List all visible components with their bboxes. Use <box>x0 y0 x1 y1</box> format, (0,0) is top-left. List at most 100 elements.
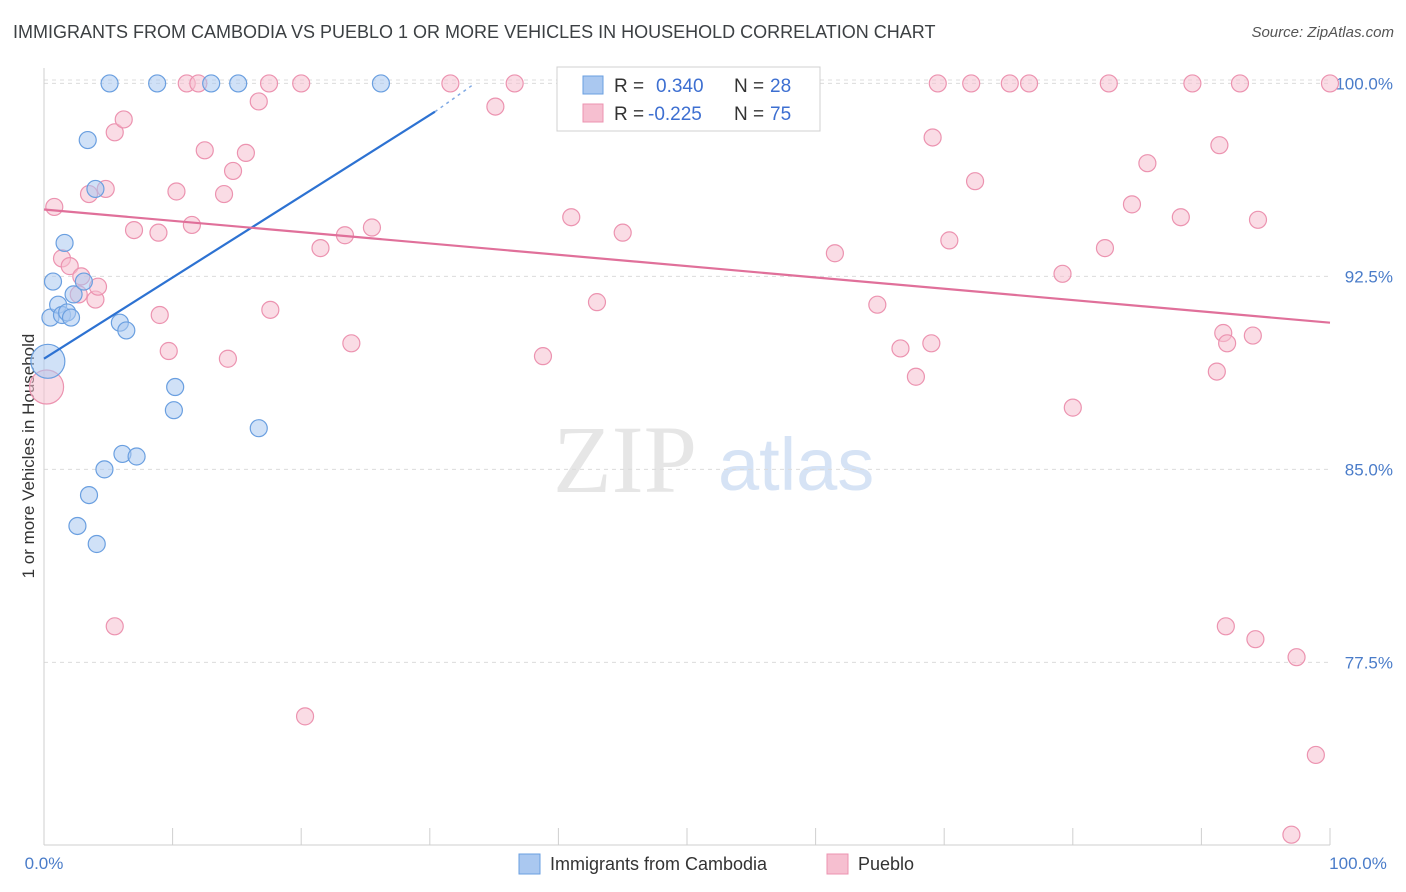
trend-lines <box>43 82 1331 360</box>
legend-r-label-2: R = <box>614 104 644 125</box>
cambodia-point-13 <box>68 516 87 536</box>
correlation-legend: R = 0.340 N = 28 R = -0.225 N = 75 <box>556 66 821 132</box>
cambodia-point-20 <box>117 321 136 340</box>
pueblo-point-76 <box>1246 630 1265 649</box>
pueblo-point-21 <box>195 141 214 160</box>
pueblo-point-3 <box>60 257 79 276</box>
pueblo-point-53 <box>962 74 981 93</box>
cambodia-point-27 <box>371 74 391 93</box>
pueblo-point-11 <box>105 123 124 142</box>
pueblo-point-46 <box>868 295 887 314</box>
legend-swatch-blue <box>582 75 604 95</box>
cambodia-points <box>30 74 391 554</box>
pueblo-point-25 <box>236 143 256 163</box>
y-tick-label-0: 100.0% <box>1335 74 1393 93</box>
pueblo-point-71 <box>1243 326 1262 345</box>
pueblo-point-38 <box>533 347 553 366</box>
legend-n-value-1: 28 <box>770 76 791 97</box>
pueblo-point-41 <box>613 223 632 242</box>
pueblo-point-35 <box>441 74 460 93</box>
cambodia-point-18 <box>127 447 146 466</box>
pueblo-point-22 <box>214 184 234 204</box>
cambodia-point-15 <box>95 460 114 479</box>
y-tick-label-2: 85.0% <box>1345 460 1393 479</box>
pueblo-point-54 <box>965 172 985 191</box>
pueblo-point-14 <box>149 223 168 242</box>
pueblo-point-37 <box>505 74 524 93</box>
cambodia-point-9 <box>74 272 93 291</box>
pueblo-point-73 <box>1287 648 1306 667</box>
cambodia-point-7 <box>61 308 81 327</box>
legend-n-label-2: N = <box>734 104 764 125</box>
series-legend: Immigrants from Cambodia Pueblo <box>518 853 914 875</box>
pueblo-point-58 <box>1063 398 1082 417</box>
legend-r-label-1: R = <box>614 76 644 97</box>
legend-n-label-1: N = <box>734 76 764 97</box>
cambodia-point-5 <box>55 233 74 253</box>
chart-title: IMMIGRANTS FROM CAMBODIA VS PUEBLO 1 OR … <box>13 22 936 42</box>
pueblo-point-63 <box>1171 208 1190 227</box>
cambodia-point-21 <box>148 74 167 93</box>
pueblo-point-69 <box>1230 74 1250 93</box>
cambodia-point-11 <box>86 179 105 199</box>
x-tick-label-end: 100.0% <box>1329 854 1387 873</box>
pueblo-point-27 <box>259 74 279 93</box>
cambodia-point-14 <box>87 534 106 554</box>
pueblo-point-30 <box>295 707 315 726</box>
pueblo-point-56 <box>1019 74 1039 93</box>
pueblo-point-59 <box>1095 238 1115 258</box>
x-tick-label-start: 0.0% <box>25 854 64 873</box>
pueblo-point-24 <box>223 161 243 181</box>
watermark-atlas: atlas <box>718 423 874 506</box>
pueblo-point-23 <box>218 349 237 368</box>
cambodia-point-8 <box>64 285 83 304</box>
pueblo-point-75 <box>1306 745 1325 765</box>
pueblo-point-62 <box>1138 154 1157 173</box>
pueblo-point-49 <box>923 128 942 147</box>
bottom-legend-swatch-pink <box>826 853 849 875</box>
pueblo-point-13 <box>124 220 144 240</box>
pueblo-point-36 <box>486 97 505 116</box>
bottom-legend-label-pueblo: Pueblo <box>858 854 914 874</box>
pueblo-point-47 <box>891 339 910 358</box>
source-label: Source: ZipAtlas.com <box>1251 24 1394 41</box>
pueblo-point-17 <box>167 182 186 201</box>
legend-swatch-pink <box>582 103 604 123</box>
pueblo-point-72 <box>1248 210 1268 229</box>
pueblo-point-55 <box>1000 74 1019 93</box>
pueblo-point-10 <box>105 617 124 636</box>
bottom-legend-swatch-blue <box>518 853 541 875</box>
pueblo-point-29 <box>292 74 311 93</box>
cambodia-point-22 <box>164 401 183 420</box>
pueblo-point-34 <box>362 218 382 237</box>
y-tick-label-1: 92.5% <box>1345 267 1393 286</box>
bottom-legend-label-cambodia: Immigrants from Cambodia <box>550 854 768 874</box>
pueblo-point-52 <box>940 231 959 250</box>
pueblo-points <box>28 74 1340 844</box>
cambodia-point-24 <box>202 74 221 93</box>
y-tick-labels: 100.0% 92.5% 85.0% 77.5% <box>1335 74 1393 672</box>
watermark-zip: ZIP <box>553 406 697 513</box>
pueblo-point-50 <box>928 74 947 93</box>
pueblo-point-39 <box>562 208 581 227</box>
pueblo-point-45 <box>825 244 844 263</box>
cambodia-point-10 <box>78 130 97 150</box>
cambodia-point-26 <box>249 419 268 438</box>
legend-r-value-1: 0.340 <box>656 76 704 97</box>
pueblo-point-40 <box>587 293 607 312</box>
pueblo-point-77 <box>1320 74 1340 93</box>
y-tick-label-3: 77.5% <box>1345 653 1393 672</box>
x-ticks <box>43 828 1331 845</box>
pueblo-point-28 <box>261 300 280 319</box>
pueblo-point-12 <box>114 110 133 129</box>
pueblo-point-57 <box>1053 264 1072 283</box>
pueblo-point-16 <box>159 341 178 361</box>
cambodia-point-2 <box>43 272 63 291</box>
cambodia-point-16 <box>100 74 119 93</box>
pueblo-point-15 <box>150 305 169 325</box>
pueblo-point-51 <box>922 334 941 353</box>
cambodia-point-0 <box>30 343 66 379</box>
pueblo-point-65 <box>1210 136 1229 155</box>
cambodia-trend-extension <box>434 82 476 113</box>
